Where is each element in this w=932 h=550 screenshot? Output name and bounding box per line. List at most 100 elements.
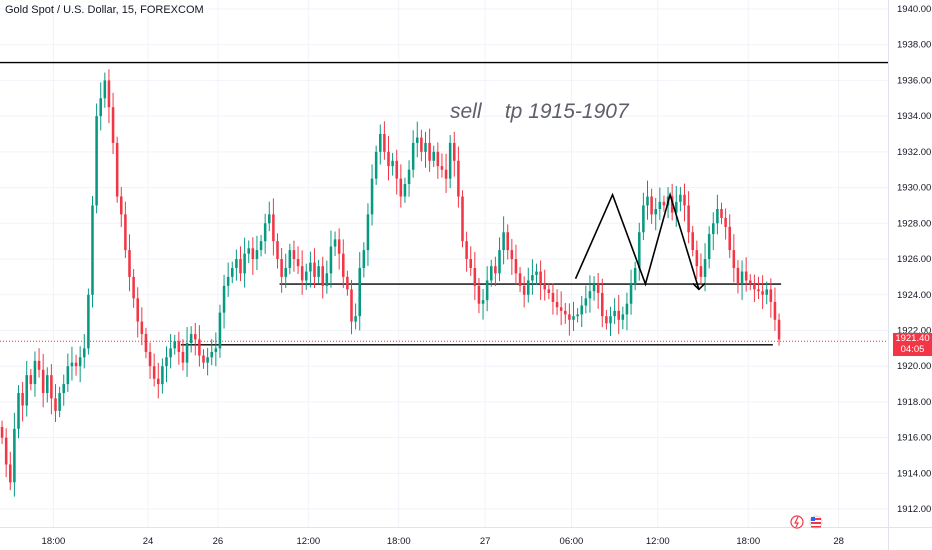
candle-body: [707, 234, 711, 260]
candle-body: [309, 262, 312, 272]
arrow-down-icon: [692, 282, 706, 291]
candle-body: [428, 142, 431, 161]
candle-body: [17, 393, 20, 429]
candle-body: [527, 280, 530, 295]
candle-body: [58, 393, 61, 411]
candle-body: [0, 426, 4, 438]
candle-body: [95, 116, 98, 206]
candle-body: [572, 316, 575, 320]
candle-body: [181, 351, 185, 363]
candle-body: [358, 267, 361, 317]
candle-body: [272, 214, 275, 242]
candle-body: [379, 133, 382, 152]
candle-body: [366, 214, 370, 251]
candle-body: [140, 321, 144, 335]
candle-body: [416, 137, 419, 143]
candle-body: [391, 160, 394, 167]
candle-body: [128, 250, 131, 277]
candle-body: [21, 393, 24, 406]
candle-body: [675, 201, 678, 213]
candle-body: [111, 107, 115, 143]
candle-body: [276, 241, 279, 260]
candle-body: [621, 314, 625, 320]
current-price-tag: 1921.40 04:05: [893, 333, 932, 356]
grid: [0, 0, 888, 527]
candle-body: [300, 266, 304, 281]
candle-body: [255, 250, 259, 260]
price-tick-label: 1922.00: [897, 325, 931, 336]
price-tick-label: 1920.00: [897, 361, 931, 372]
flag-stripe: [811, 518, 821, 520]
candle-body: [383, 133, 386, 152]
symbol-title: Gold Spot / U.S. Dollar, 15, FOREXCOM: [5, 4, 204, 16]
candle-body: [395, 160, 398, 179]
candle-body: [222, 285, 226, 313]
flag-stripe: [811, 522, 821, 524]
candle-body: [78, 357, 82, 367]
price-tick-label: 1930.00: [897, 183, 931, 194]
candle-body: [296, 259, 300, 267]
candle-body: [654, 209, 657, 215]
candle-body: [321, 266, 324, 286]
candle-body: [617, 310, 620, 320]
price-tick-label: 1928.00: [897, 218, 931, 229]
flash-icon-ring: [790, 515, 804, 529]
candle-body: [559, 307, 563, 311]
candle-body: [506, 232, 509, 251]
price-tick-label: 1938.00: [897, 40, 931, 51]
candle-body: [407, 169, 411, 185]
candle-body: [243, 253, 246, 274]
candle-body: [638, 232, 641, 268]
candle-body: [720, 209, 723, 218]
candle-body: [679, 194, 682, 202]
candle-body: [457, 160, 460, 197]
candle-body: [625, 303, 629, 315]
candle-body: [592, 284, 596, 292]
current-price: 1921.40: [895, 333, 930, 344]
candle-body: [107, 80, 111, 108]
candle-body: [46, 375, 49, 394]
candle-body: [424, 142, 427, 152]
candle-body: [584, 298, 588, 306]
price-tick-label: 1912.00: [897, 504, 931, 515]
candle-body: [498, 250, 501, 274]
candle-body: [473, 267, 477, 286]
candle-body: [247, 248, 250, 254]
candle-body: [198, 339, 201, 356]
candle-body: [173, 341, 176, 349]
candle-body: [103, 80, 107, 99]
candle-body: [87, 294, 90, 349]
candle-body: [115, 142, 119, 197]
candle-body: [235, 259, 238, 268]
candle-body: [325, 273, 329, 286]
candle-body: [568, 314, 571, 320]
candle-body: [691, 232, 694, 251]
candle-body: [202, 355, 205, 363]
time-tick-label: 27: [480, 536, 491, 547]
candle-body: [280, 259, 283, 277]
candle-body: [387, 151, 390, 167]
candle-body: [629, 284, 633, 304]
time-tick-label: 12:00: [646, 536, 670, 547]
candle-body: [547, 289, 551, 293]
price-tick-label: 1916.00: [897, 433, 931, 444]
candle-body: [539, 271, 542, 285]
candle-body: [761, 291, 764, 295]
time-tick-label: 18:00: [736, 536, 760, 547]
candle-body: [66, 366, 70, 385]
candle-body: [132, 276, 135, 299]
candle-body: [662, 201, 666, 206]
price-tick-label: 1914.00: [897, 468, 931, 479]
candle-body: [732, 250, 736, 268]
candle-body: [765, 289, 768, 295]
candle-body: [633, 267, 637, 285]
candle-body: [481, 300, 485, 304]
candle-body: [333, 239, 337, 247]
candle-body: [564, 310, 567, 315]
price-tick-label: 1940.00: [897, 4, 931, 15]
flash-icon: [790, 515, 804, 529]
candle-body: [152, 366, 156, 379]
candle-body: [9, 464, 12, 483]
